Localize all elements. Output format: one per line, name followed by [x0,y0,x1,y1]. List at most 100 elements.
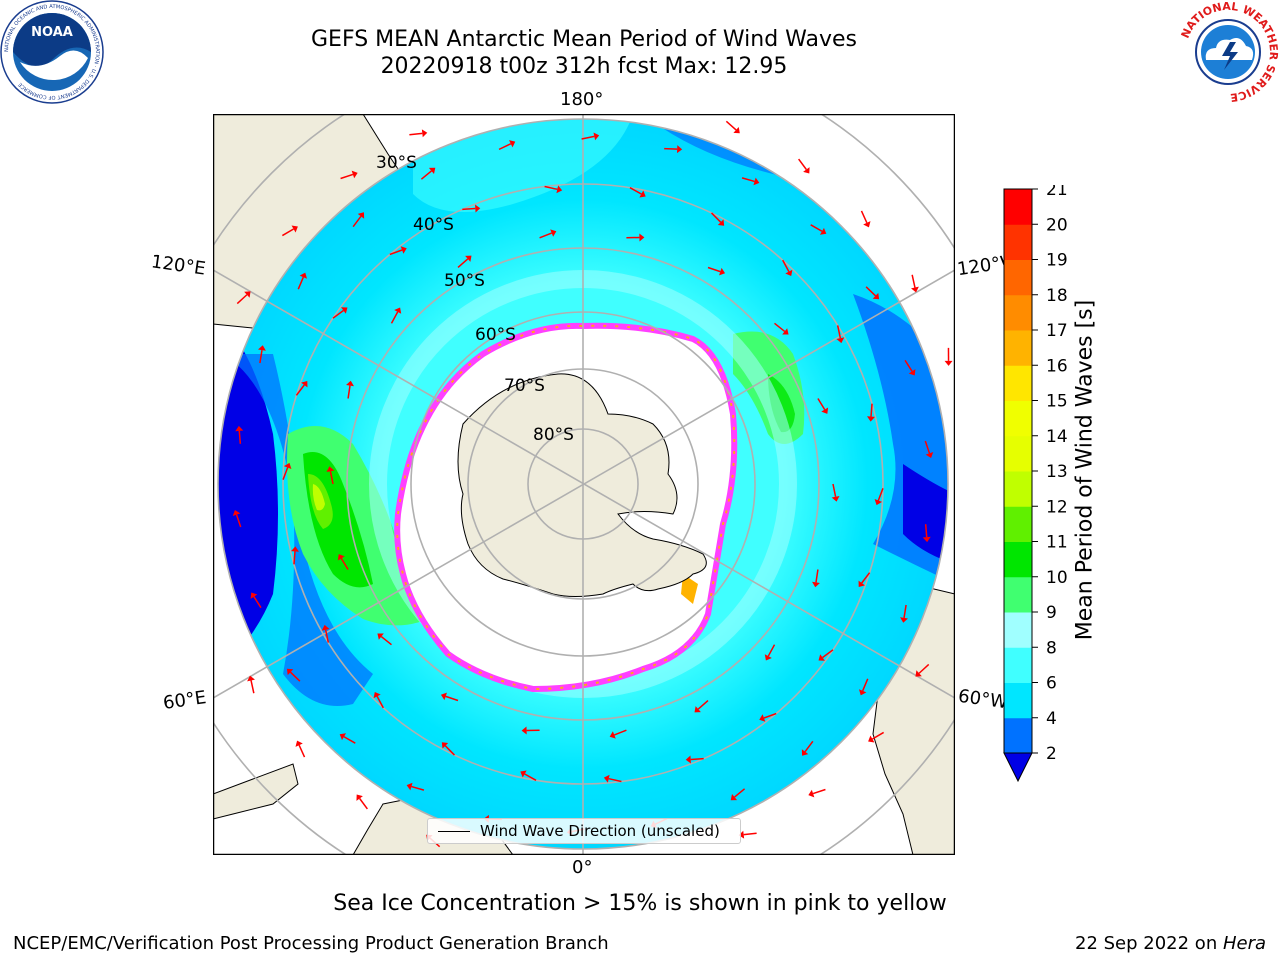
wave-arrow-head [808,789,815,798]
wave-arrow-shaft [904,359,913,372]
wave-arrow-shaft [861,572,871,584]
wave-arrow-head [247,675,255,682]
svg-text:NOAA: NOAA [31,25,73,40]
wave-arrow-shaft [297,276,305,290]
wave-arrow-shaft [544,185,558,191]
wave-arrow-head [785,269,793,276]
wave-arrow-head [232,509,241,516]
wave-arrow-head [400,246,407,254]
wave-arrow-head [346,380,354,387]
map-legend: Wind Wave Direction (unscaled) [427,818,741,844]
footer-date-text: 22 Sep 2022 on [1075,933,1223,954]
wave-arrow-shaft [420,170,432,180]
wave-arrow-shaft [614,729,627,736]
wave-arrow-shaft [462,207,476,211]
lat-label-30s: 30°S [376,153,417,173]
wave-arrow-shaft [340,173,354,180]
colorbar-tick-label: 14 [1046,427,1068,447]
lat-label-70s: 70°S [504,376,545,396]
wave-arrow-shaft [409,132,423,136]
wave-arrow-head [831,495,840,502]
wave-arrow-head [299,272,308,279]
wave-arrow-shaft [359,798,368,810]
wave-arrow-shaft [295,384,305,396]
noaa-logo: NOAA NATIONAL OCEANIC AND ATMOSPHERIC AD… [0,0,104,104]
wave-arrow-head [406,782,413,791]
wave-arrow-head [836,337,845,344]
colorbar-segment [1004,471,1032,507]
colorbar-tick-label: 18 [1046,286,1068,306]
lat-label-40s: 40°S [413,215,454,235]
colorbar-tick-label: 17 [1046,321,1068,341]
wave-arrow-head [521,726,527,735]
wave-arrow-shaft [250,680,255,694]
wave-arrow-head [244,291,251,298]
map-title: GEFS MEAN Antarctic Mean Period of Wind … [311,27,857,52]
colorbar-tick-label: 6 [1046,674,1057,694]
colorbar-tick-label: 11 [1046,533,1068,553]
colorbar-segment [1004,647,1032,683]
wave-arrow-shaft [741,177,755,183]
wave-arrow-head [733,126,740,134]
wave-arrow-shaft [815,569,819,583]
lon-label-60e: 60°E [161,687,208,714]
wave-arrow-shaft [445,695,459,702]
nws-logo: NATIONAL WEATHER SERVICE [1178,0,1280,104]
colorbar-segment [1004,400,1032,437]
lon-label-180: 180° [560,89,604,110]
wave-arrow-head [421,129,428,138]
footer-credit: NCEP/EMC/Verification Post Processing Pr… [13,933,609,954]
wave-arrow-head [440,692,447,701]
wave-arrow-head [465,255,472,262]
wave-arrow-shaft [281,228,294,237]
wave-arrow-shaft [872,731,885,740]
wave-arrow-shaft [918,663,930,674]
wave-arrow-head [609,731,616,739]
wave-arrow-head [753,177,760,186]
wave-arrow-shaft [376,696,384,709]
colorbar-segment [1004,435,1032,472]
wave-arrow-shaft [870,403,873,417]
wave-arrow-shaft [743,832,757,836]
wave-arrow-head [301,381,308,388]
wave-arrow-head [858,689,867,696]
colorbar-tick-label: 21 [1046,185,1068,200]
wave-arrow-shaft [411,785,425,791]
wave-arrow-head [550,229,557,237]
wave-arrow-shaft [259,350,263,364]
wave-arrow-shaft [861,678,869,692]
wave-arrow-head [394,307,402,314]
colorbar-segment [1004,294,1032,331]
lat-label-50s: 50°S [444,271,485,291]
wave-arrow-head [428,167,436,175]
wave-arrow-head [868,735,875,743]
wave-arrow-shaft [860,210,868,224]
wave-arrow-shaft [444,745,455,756]
wave-arrow-shaft [340,558,349,570]
wave-arrow-head [291,225,298,233]
wave-arrow-head [944,360,953,366]
wave-arrow-head [351,170,358,179]
wave-arrow-shaft [810,224,823,232]
colorbar-tick-label: 15 [1046,392,1068,412]
colorbar-tick-label: 10 [1046,568,1068,588]
colorbar-segment [1004,717,1032,754]
wave-arrow-head [900,617,908,623]
wave-arrow-head [603,774,610,783]
wave-arrow-head [356,794,363,801]
wave-arrow-shaft [347,385,351,399]
wave-arrow-shaft [774,322,786,332]
wave-arrow-shaft [836,325,842,339]
wave-arrow-shaft [877,488,884,501]
wave-arrow-shaft [329,471,334,485]
lon-label-0: 0° [572,857,593,878]
colorbar: 2 4 6 8 9 10 11 12 13 14 15 16 17 18 19 20 21 [1003,185,1068,783]
wave-arrow-shaft [924,440,931,454]
wave-arrow-head [593,132,600,141]
wave-arrow-head [339,733,347,741]
colorbar-segment [1004,541,1032,578]
wave-arrow-shaft [457,258,469,269]
map-subtitle: 20220918 t00z 312h fcst Max: 12.95 [380,54,788,79]
wave-arrow-shaft [282,467,289,480]
colorbar-segment [1004,330,1032,366]
